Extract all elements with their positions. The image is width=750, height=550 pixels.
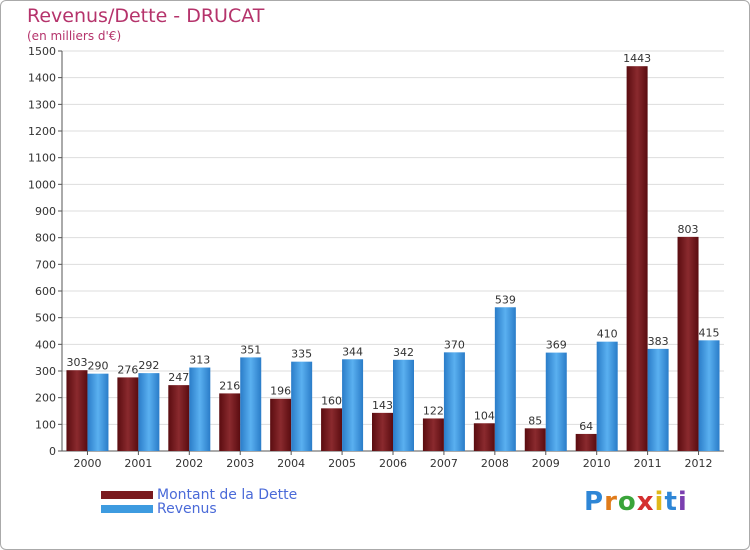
data-label: 196 [270,385,291,398]
data-label: 803 [678,223,699,236]
data-label: 303 [66,356,87,369]
bar-revenus [87,373,109,451]
y-tick-label: 200 [35,392,56,405]
data-label: 410 [597,328,618,341]
x-tick-label: 2010 [583,457,611,470]
y-tick-label: 100 [35,418,56,431]
bar-dette [66,370,88,451]
bar-revenus [342,359,364,451]
data-label: 104 [474,409,495,422]
data-label: 85 [528,414,542,427]
legend-label-revenus: Revenus [157,501,217,517]
bar-dette [677,236,699,451]
bar-revenus [291,361,313,451]
bar-dette [270,398,292,451]
proxiti-logo: Proxiti [584,487,688,517]
data-label: 122 [423,404,444,417]
y-tick-label: 800 [35,232,56,245]
y-tick-label: 500 [35,312,56,325]
y-tick-label: 600 [35,285,56,298]
bar-dette [524,428,546,451]
x-tick-label: 2012 [685,457,713,470]
x-tick-label: 2001 [124,457,152,470]
data-label: 383 [648,335,669,348]
data-label: 335 [291,348,312,361]
logo-letter: P [584,487,605,517]
x-tick-label: 2004 [277,457,305,470]
x-tick-label: 2007 [430,457,458,470]
bar-revenus [138,373,160,451]
bar-revenus [596,341,618,451]
logo-letter: x [636,487,655,517]
bar-dette [321,408,343,451]
data-label: 276 [117,363,138,376]
bar-dette [372,412,393,451]
data-label: 290 [87,360,108,373]
logo-letter: i [677,487,688,517]
y-tick-label: 1400 [28,72,56,85]
data-label: 342 [393,346,414,359]
y-tick-label: 300 [35,365,56,378]
y-tick-label: 900 [35,205,56,218]
data-label: 160 [321,394,342,407]
data-label: 313 [189,354,210,367]
logo-letter: t [664,487,678,517]
legend-swatch-revenus [101,505,153,513]
data-label: 247 [168,371,189,384]
y-tick-label: 700 [35,258,56,271]
x-tick-label: 2006 [379,457,407,470]
y-tick-label: 1100 [28,152,56,165]
bar-revenus [443,352,465,451]
y-tick-label: 1000 [28,178,56,191]
data-label: 344 [342,345,363,358]
bar-dette [168,385,190,451]
y-tick-label: 1300 [28,98,56,111]
bar-revenus [698,340,720,451]
bar-dette [575,433,597,451]
x-tick-label: 2003 [226,457,254,470]
data-label: 216 [219,379,240,392]
data-label: 351 [240,343,261,356]
bar-dette [117,377,139,451]
data-label: 143 [372,399,393,412]
data-label: 1443 [623,52,651,65]
bar-revenus [545,352,567,451]
bar-revenus [647,348,669,451]
x-tick-label: 2008 [481,457,509,470]
legend-item-revenus: Revenus [101,501,217,517]
bar-revenus [494,307,516,451]
y-tick-label: 1200 [28,125,56,138]
logo-letter: r [604,487,618,517]
bar-dette [219,393,241,451]
bar-revenus [393,359,414,451]
chart-title: Revenus/Dette - DRUCAT [27,5,265,27]
y-tick-label: 0 [49,445,56,458]
data-label: 292 [138,359,159,372]
data-label: 539 [495,293,516,306]
x-tick-label: 2000 [73,457,101,470]
bar-dette [626,66,648,451]
chart-subtitle: (en milliers d'€) [27,29,122,43]
logo-letter: i [654,487,665,517]
data-label: 370 [444,338,465,351]
bar-dette [473,423,495,451]
legend-swatch-debt [101,491,153,499]
x-tick-label: 2005 [328,457,356,470]
logo-letter: o [617,487,637,517]
y-tick-label: 1500 [28,45,56,58]
legend-item-debt: Montant de la Dette [101,487,297,503]
data-label: 369 [546,339,567,352]
bar-revenus [240,357,262,451]
x-tick-label: 2009 [532,457,560,470]
y-tick-label: 400 [35,338,56,351]
bar-revenus [189,367,211,451]
x-tick-label: 2011 [634,457,662,470]
legend-label-debt: Montant de la Dette [157,487,298,503]
data-label: 415 [699,326,720,339]
x-tick-label: 2002 [175,457,203,470]
data-label: 64 [579,420,593,433]
bar-dette [422,418,444,451]
